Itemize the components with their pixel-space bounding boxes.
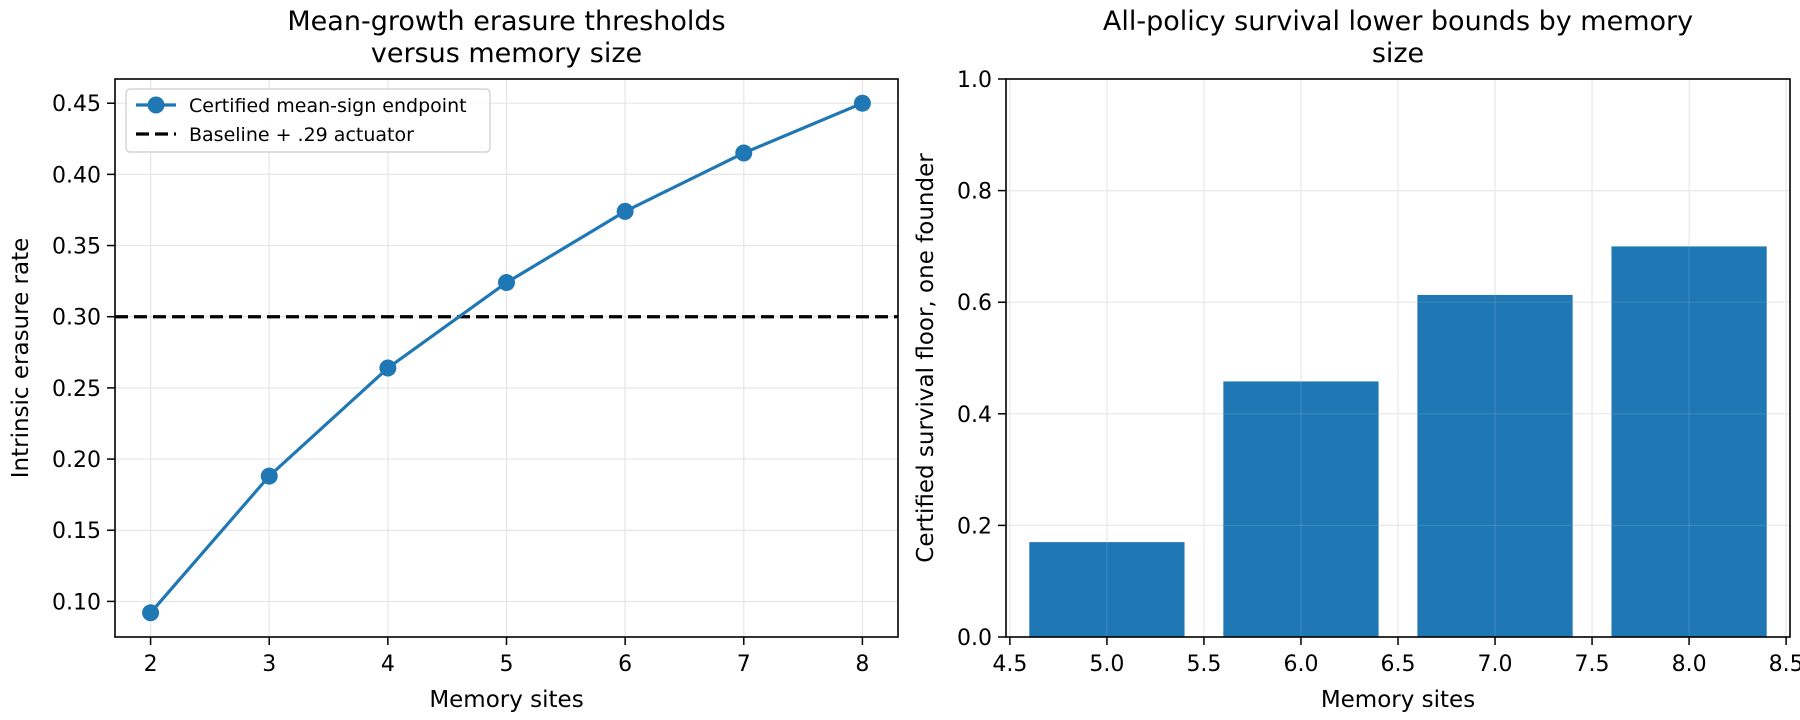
- y-tick-label: 0.6: [957, 291, 992, 316]
- x-tick-label: 5.0: [1089, 652, 1124, 677]
- y-tick-label: 0.30: [52, 306, 101, 331]
- y-tick-label: 0.20: [52, 448, 101, 473]
- data-point: [853, 94, 871, 112]
- x-tick-label: 5.5: [1186, 652, 1221, 677]
- x-tick-label: 8.5: [1769, 652, 1800, 677]
- y-tick-label: 0.45: [52, 92, 101, 117]
- x-tick-label: 6.5: [1381, 652, 1416, 677]
- x-tick-label: 4: [381, 652, 395, 677]
- x-tick-label: 6: [618, 652, 632, 677]
- left-chart: 2 3 4 5 6 7 8 0.10 0.15 0.20 0.25 0.30 0.35 0.40 0.45 C…: [8, 6, 899, 713]
- y-tick-label: 0.35: [52, 235, 101, 260]
- plot-frame: [114, 78, 899, 638]
- y-axis-label: Intrinsic erasure rate: [8, 238, 34, 479]
- legend: Certified mean-sign endpoint Baseline + .…: [125, 88, 491, 153]
- x-tick-label: 7.5: [1575, 652, 1610, 677]
- legend-marker-swatch: [147, 96, 165, 114]
- bar: [1417, 294, 1573, 637]
- x-tick-label: 4.5: [992, 652, 1027, 677]
- y-tick-label: 0.0: [957, 626, 992, 651]
- x-tick-label: 7.0: [1478, 652, 1513, 677]
- x-tick-label: 6.0: [1283, 652, 1318, 677]
- y-tick-label: 0.25: [52, 377, 101, 402]
- y-tick-label: 0.4: [957, 403, 992, 428]
- y-tick-label: 0.8: [957, 180, 992, 205]
- x-axis-label: Memory sites: [1321, 687, 1475, 713]
- x-tick-label: 7: [737, 652, 751, 677]
- y-axis-label: Certified survival floor, one founder: [913, 153, 939, 563]
- title-line: Mean-growth erasure thresholds: [287, 6, 725, 37]
- data-point: [142, 604, 160, 622]
- y-tick-label: 1.0: [957, 68, 992, 93]
- x-tick-label: 8.0: [1672, 652, 1707, 677]
- chart-title: All-policy survival lower bounds by memo…: [1103, 6, 1693, 69]
- x-tick-label: 2: [144, 652, 158, 677]
- x-tick-label: 5: [500, 652, 514, 677]
- x-axis-label: Memory sites: [429, 687, 583, 713]
- legend-entry-label: Certified mean-sign endpoint: [189, 95, 467, 117]
- y-tick-label: 0.10: [52, 590, 101, 615]
- bar: [1029, 542, 1185, 637]
- title-line: All-policy survival lower bounds by memo…: [1103, 6, 1693, 37]
- plot-frame: [1005, 78, 1791, 638]
- y-tick-label: 0.2: [957, 514, 992, 539]
- x-tick-label: 3: [262, 652, 276, 677]
- x-tick-label: 8: [855, 652, 869, 677]
- title-line: size: [1372, 38, 1424, 69]
- title-line: versus memory size: [371, 38, 642, 69]
- bar: [1611, 246, 1767, 637]
- data-point: [498, 274, 515, 292]
- y-tick-label: 0.40: [52, 163, 101, 188]
- chart-title: Mean-growth erasure thresholds versus mem…: [287, 6, 725, 69]
- data-point: [260, 467, 278, 485]
- legend-entry-label: Baseline + .29 actuator: [189, 124, 414, 146]
- data-point: [616, 202, 634, 220]
- legend-box: [125, 88, 491, 153]
- data-point: [379, 359, 397, 377]
- y-tick-label: 0.15: [52, 519, 101, 544]
- right-chart: 4.5 5.0 5.5 6.0 6.5 7.0 7.5 8.0 8.5 0.0 0.2 0.4 0.6 0…: [913, 6, 1800, 713]
- data-point: [735, 144, 753, 162]
- bar: [1223, 381, 1379, 637]
